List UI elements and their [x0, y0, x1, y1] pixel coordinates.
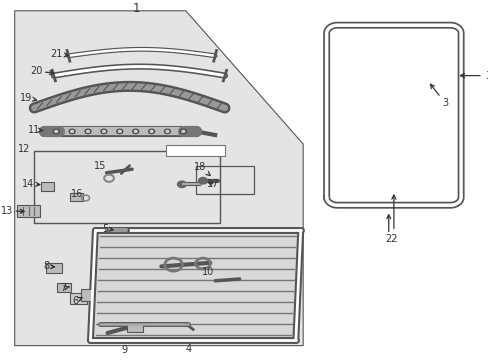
- FancyBboxPatch shape: [57, 283, 71, 292]
- Text: 8: 8: [43, 261, 54, 271]
- Bar: [166, 145, 224, 156]
- Circle shape: [134, 130, 137, 132]
- Polygon shape: [15, 11, 303, 346]
- Text: 19: 19: [20, 93, 37, 103]
- Bar: [34, 151, 220, 223]
- Text: 21: 21: [50, 49, 68, 59]
- Circle shape: [198, 177, 207, 184]
- Circle shape: [132, 129, 138, 134]
- Text: 2: 2: [385, 215, 391, 244]
- Circle shape: [182, 130, 184, 132]
- Text: 17: 17: [206, 179, 219, 189]
- Circle shape: [86, 130, 89, 132]
- Text: 20: 20: [30, 66, 54, 76]
- Circle shape: [55, 130, 58, 132]
- Text: 9: 9: [122, 345, 127, 355]
- FancyBboxPatch shape: [81, 289, 93, 301]
- Text: 2: 2: [390, 195, 396, 244]
- Text: 4: 4: [185, 344, 191, 354]
- Circle shape: [165, 130, 169, 132]
- FancyBboxPatch shape: [17, 205, 40, 217]
- Circle shape: [69, 129, 75, 134]
- Circle shape: [164, 129, 170, 134]
- Text: 3: 3: [460, 71, 488, 81]
- Text: 7: 7: [61, 283, 69, 293]
- Text: 10: 10: [201, 267, 214, 277]
- FancyBboxPatch shape: [46, 263, 61, 273]
- Circle shape: [148, 129, 154, 134]
- FancyBboxPatch shape: [70, 193, 82, 201]
- Text: 1: 1: [133, 3, 141, 15]
- Text: 18: 18: [194, 162, 210, 176]
- FancyBboxPatch shape: [41, 182, 54, 191]
- Circle shape: [102, 130, 105, 132]
- FancyBboxPatch shape: [127, 323, 142, 332]
- Circle shape: [53, 129, 59, 134]
- Text: 5: 5: [102, 224, 113, 234]
- Circle shape: [101, 129, 106, 134]
- Circle shape: [150, 130, 153, 132]
- Text: 16: 16: [71, 189, 83, 199]
- Circle shape: [85, 129, 91, 134]
- Circle shape: [180, 129, 186, 134]
- Text: 3: 3: [429, 84, 447, 108]
- Text: 15: 15: [94, 161, 106, 171]
- Text: 14: 14: [22, 179, 40, 189]
- Bar: [195, 166, 254, 194]
- Text: 13: 13: [1, 206, 24, 216]
- Text: 6: 6: [73, 296, 82, 306]
- Circle shape: [118, 130, 121, 132]
- Text: 12: 12: [18, 144, 31, 154]
- Circle shape: [117, 129, 122, 134]
- Circle shape: [70, 130, 73, 132]
- Circle shape: [177, 181, 186, 188]
- Polygon shape: [90, 230, 300, 340]
- Text: 11: 11: [28, 125, 43, 135]
- FancyBboxPatch shape: [70, 293, 86, 304]
